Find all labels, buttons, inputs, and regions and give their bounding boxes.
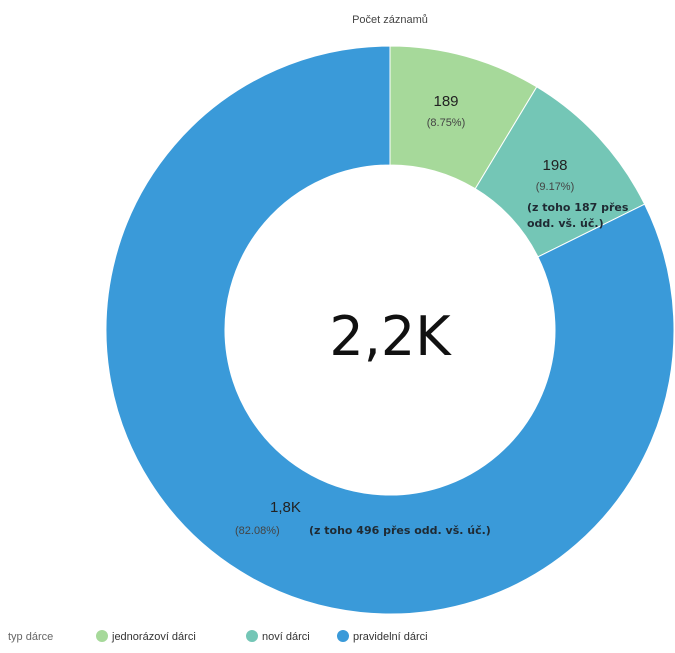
slice-annotation-novi: (z toho 187 přes odd. vš. úč.) bbox=[527, 201, 632, 230]
slice-percent-label-jednorazovi: (8.75%) bbox=[427, 117, 466, 129]
center-total-label: 2,2K bbox=[329, 305, 452, 368]
slice-annotation-pravidelni: (z toho 496 přes odd. vš. úč.) bbox=[309, 524, 491, 537]
chart-title: Počet záznamů bbox=[352, 14, 428, 26]
slice-percent-label-novi: (9.17%) bbox=[536, 181, 575, 193]
slice-value-label-pravidelni: 1,8K bbox=[270, 499, 301, 516]
legend-label-pravidelni[interactable]: pravidelní dárci bbox=[353, 631, 428, 643]
slice-pravidelni-darci[interactable] bbox=[105, 45, 675, 615]
donut-slices bbox=[105, 45, 675, 615]
slice-value-label-novi: 198 bbox=[542, 157, 567, 174]
legend-swatch-pravidelni bbox=[337, 630, 349, 642]
slice-value-label-jednorazovi: 189 bbox=[433, 93, 458, 110]
legend: typ dárce jednorázoví dárci noví dárci p… bbox=[8, 630, 428, 643]
slice-percent-label-pravidelni: (82.08%) bbox=[235, 525, 280, 537]
legend-title: typ dárce bbox=[8, 631, 53, 643]
legend-swatch-jednorazovi bbox=[96, 630, 108, 642]
legend-label-jednorazovi[interactable]: jednorázoví dárci bbox=[111, 631, 196, 643]
legend-label-novi[interactable]: noví dárci bbox=[262, 631, 310, 643]
legend-swatch-novi bbox=[246, 630, 258, 642]
